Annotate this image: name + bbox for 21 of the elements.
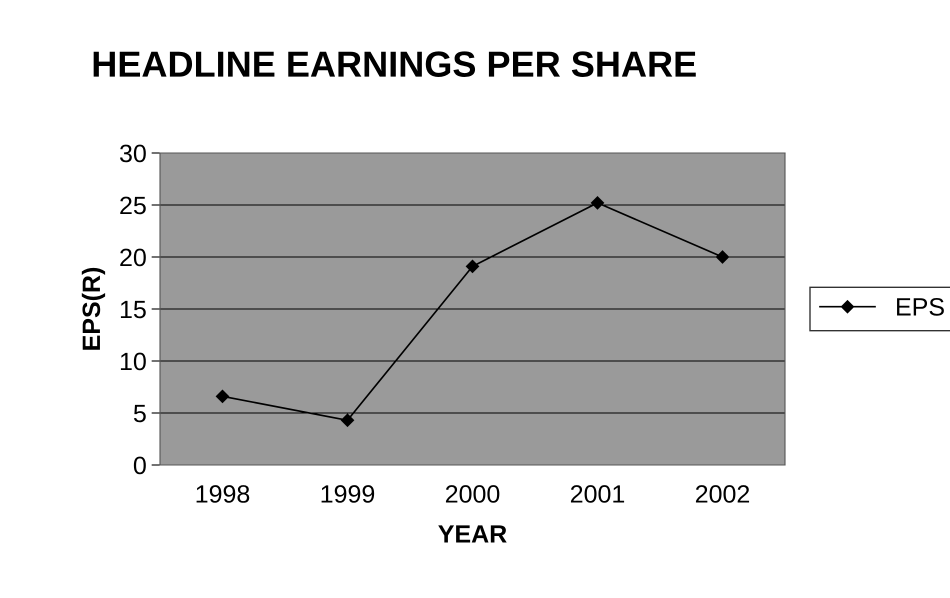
point (340, 414, 354, 427)
point (590, 196, 604, 210)
x-tick-label: 2000 (446, 485, 500, 503)
x-axis-title: YEAR (438, 525, 507, 543)
chart-title: HEADLINE EARNINGS PER SHARE (94, 51, 696, 77)
x-tick-label: 2001 (570, 485, 624, 503)
y-tick-label: 5 (134, 404, 146, 422)
point (216, 390, 230, 403)
x-tick-label: 1998 (196, 485, 250, 503)
point (466, 260, 480, 273)
y-tick-label: 20 (120, 248, 146, 266)
y-axis-title: EPS(R) (82, 268, 106, 350)
point (716, 250, 730, 264)
x-tick-label: 2002 (696, 485, 750, 503)
y-tick-label: 10 (120, 352, 146, 370)
y-tick-label: 25 (120, 196, 146, 214)
y-tick-label: 15 (120, 300, 146, 318)
y-tick-label: 30 (120, 144, 146, 162)
legend-label: EPS (897, 298, 944, 316)
x-tick-label: 1999 (322, 485, 374, 503)
y-tick-label: 0 (134, 456, 146, 474)
